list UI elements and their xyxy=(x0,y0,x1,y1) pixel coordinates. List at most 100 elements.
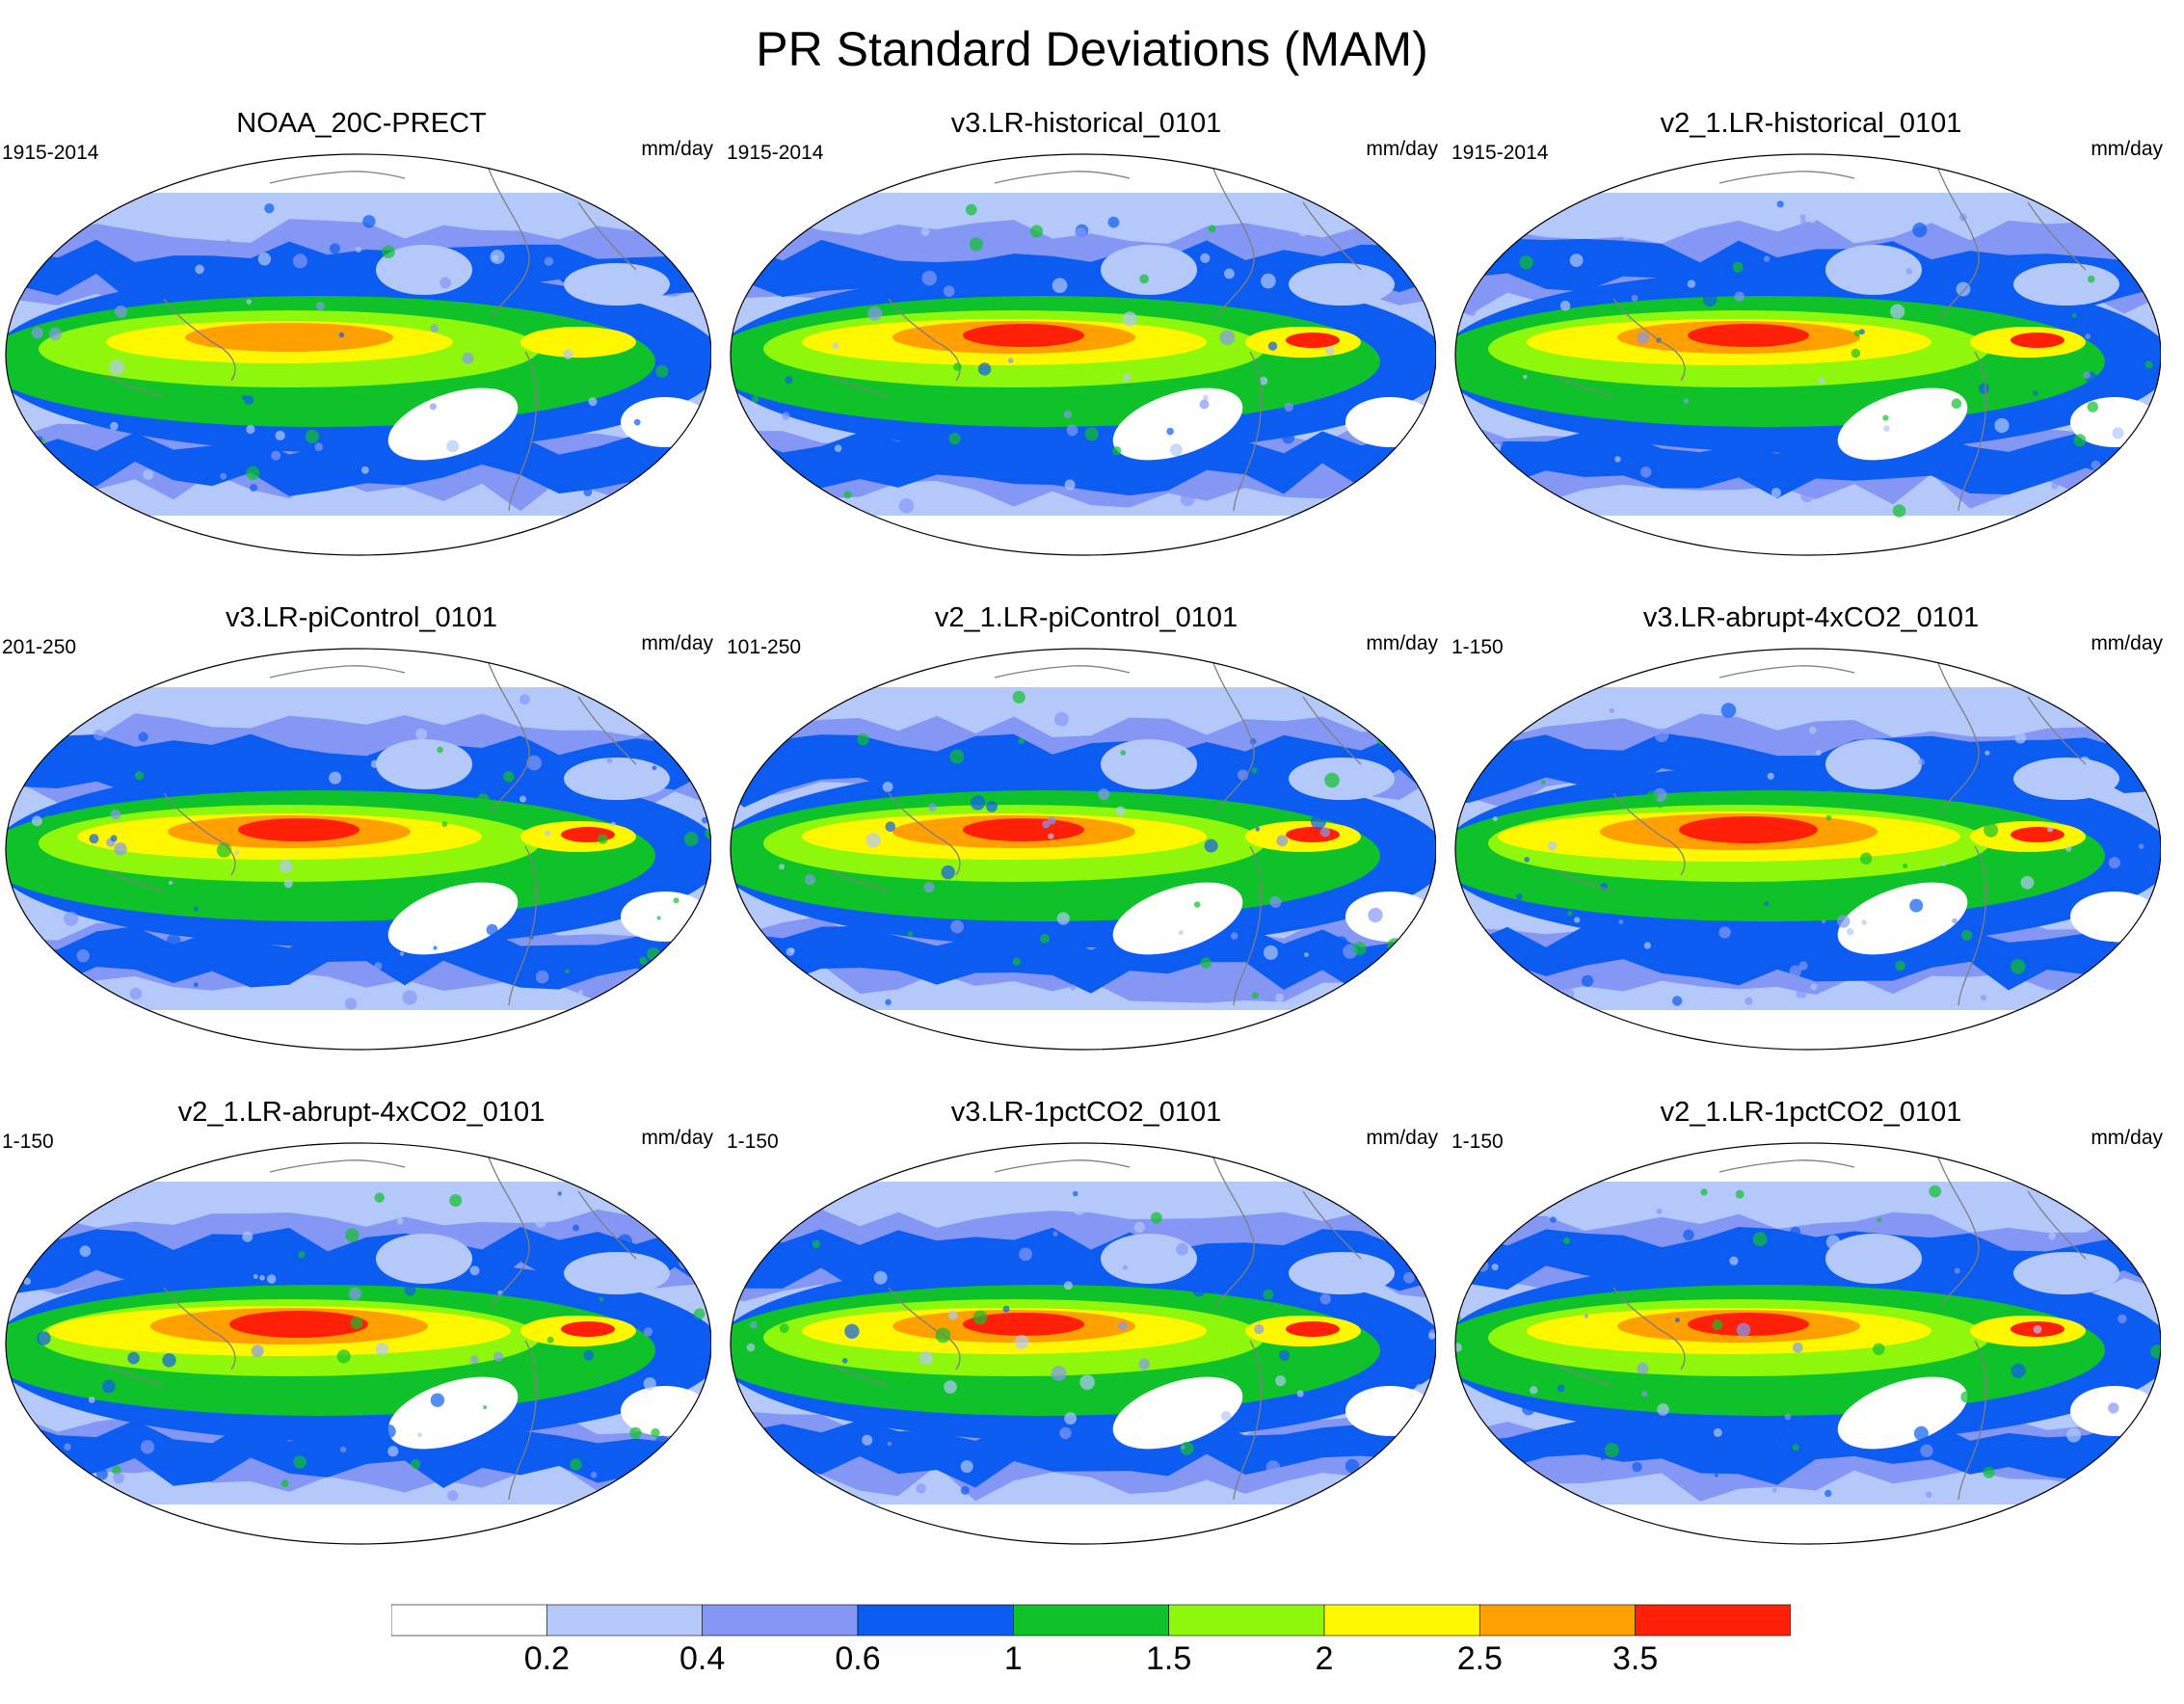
texture-speckle xyxy=(1052,278,1068,293)
texture-speckle xyxy=(935,1327,951,1344)
texture-speckle xyxy=(920,226,930,236)
texture-speckle xyxy=(1180,492,1195,507)
texture-speckle xyxy=(1180,1441,1194,1456)
texture-speckle xyxy=(866,833,881,848)
coastline xyxy=(1211,163,1255,319)
texture-speckle xyxy=(924,403,937,416)
texture-speckle xyxy=(2150,1345,2161,1359)
texture-speckle xyxy=(1559,300,1571,311)
texture-speckle xyxy=(1107,216,1120,228)
texture-speckle xyxy=(1687,280,1696,288)
texture-speckle xyxy=(647,224,653,229)
texture-speckle xyxy=(40,438,46,443)
colorbar-tick-label: 3.5 xyxy=(1612,1640,1659,1677)
texture-speckle xyxy=(806,983,815,992)
texture-speckle xyxy=(966,229,973,238)
coastline xyxy=(1555,375,1614,398)
texture-speckle xyxy=(370,503,381,514)
coastline xyxy=(508,351,538,512)
texture-speckle xyxy=(447,1490,459,1502)
texture-speckle xyxy=(1790,1226,1801,1238)
texture-speckle xyxy=(370,759,379,768)
coastline xyxy=(888,792,961,876)
field-south-polar xyxy=(1455,1010,2161,1050)
texture-speckle xyxy=(1251,767,1258,774)
texture-speckle xyxy=(1609,707,1614,714)
texture-speckle xyxy=(1877,1217,1882,1223)
texture-speckle xyxy=(1720,703,1737,718)
panel-units: mm/day xyxy=(2091,1127,2163,1149)
texture-speckle xyxy=(1961,929,1973,942)
texture-speckle xyxy=(1054,711,1069,727)
texture-speckle xyxy=(469,1265,480,1276)
coastline xyxy=(1233,351,1263,512)
dry-zone-ne-pacific xyxy=(376,739,472,789)
coastline xyxy=(1935,657,1980,813)
texture-speckle xyxy=(253,1274,258,1279)
texture-speckle xyxy=(1075,227,1087,240)
field-south-polar xyxy=(1455,516,2161,555)
texture-speckle xyxy=(1261,273,1276,289)
coastline xyxy=(1958,351,1987,512)
texture-speckle xyxy=(76,949,91,963)
coastline xyxy=(1302,696,1362,765)
coastline xyxy=(830,1364,890,1387)
texture-speckle xyxy=(1999,971,2011,984)
map-plot xyxy=(730,648,1436,1051)
texture-speckle xyxy=(588,397,598,407)
texture-speckle xyxy=(1324,772,1340,788)
atlantic-core-red xyxy=(1286,827,1340,842)
field-north-polar xyxy=(731,154,1436,193)
texture-speckle xyxy=(199,454,211,466)
texture-speckle xyxy=(1123,1265,1128,1270)
texture-speckle xyxy=(1012,690,1025,704)
texture-speckle xyxy=(898,498,915,514)
texture-speckle xyxy=(110,809,121,820)
texture-speckle xyxy=(344,998,358,1010)
coastline xyxy=(577,201,637,271)
texture-speckle xyxy=(1279,1349,1291,1361)
texture-speckle xyxy=(752,395,759,403)
dry-zone-se-pacific xyxy=(1837,387,1968,461)
texture-speckle xyxy=(483,1405,488,1410)
texture-speckle xyxy=(1411,1201,1427,1216)
texture-speckle xyxy=(2144,498,2153,508)
texture-speckle xyxy=(1199,399,1210,410)
texture-speckle xyxy=(1763,255,1771,262)
panel-units: mm/day xyxy=(1366,1127,1438,1149)
texture-speckle xyxy=(1714,1473,1718,1478)
panel-units: mm/day xyxy=(641,632,713,654)
texture-speckle xyxy=(319,1235,327,1242)
texture-speckle xyxy=(565,969,570,973)
texture-speckle xyxy=(1455,1343,1462,1352)
texture-speckle xyxy=(1846,928,1854,936)
coastline xyxy=(163,298,236,382)
texture-speckle xyxy=(1608,1255,1622,1270)
texture-speckle xyxy=(1324,345,1335,356)
texture-speckle xyxy=(34,241,43,250)
texture-speckle xyxy=(1265,1460,1280,1475)
texture-speckle xyxy=(1789,965,1801,977)
texture-speckle xyxy=(1123,373,1132,382)
texture-speckle xyxy=(1275,1375,1287,1387)
texture-speckle xyxy=(138,732,148,742)
texture-speckle xyxy=(2085,333,2091,339)
texture-speckle xyxy=(949,749,965,764)
texture-speckle xyxy=(1622,231,1631,240)
texture-speckle xyxy=(1056,912,1070,925)
texture-speckle xyxy=(2065,845,2072,852)
texture-speckle xyxy=(275,430,285,440)
dry-zone-ne-pacific xyxy=(1101,1234,1197,1284)
coastline xyxy=(1233,1340,1263,1501)
texture-speckle xyxy=(362,215,376,228)
coastline xyxy=(508,1340,538,1501)
dry-zone-se-pacific xyxy=(387,1376,519,1450)
texture-speckle xyxy=(1637,332,1649,344)
texture-speckle xyxy=(375,1343,389,1356)
precip-core-red xyxy=(1688,324,1809,347)
precip-core-red xyxy=(963,818,1084,841)
texture-speckle xyxy=(477,793,490,807)
texture-speckle xyxy=(169,880,173,885)
texture-speckle xyxy=(573,1224,579,1232)
map-panel: v3.LR-piControl_0101 201-250 mm/day xyxy=(0,602,723,1084)
